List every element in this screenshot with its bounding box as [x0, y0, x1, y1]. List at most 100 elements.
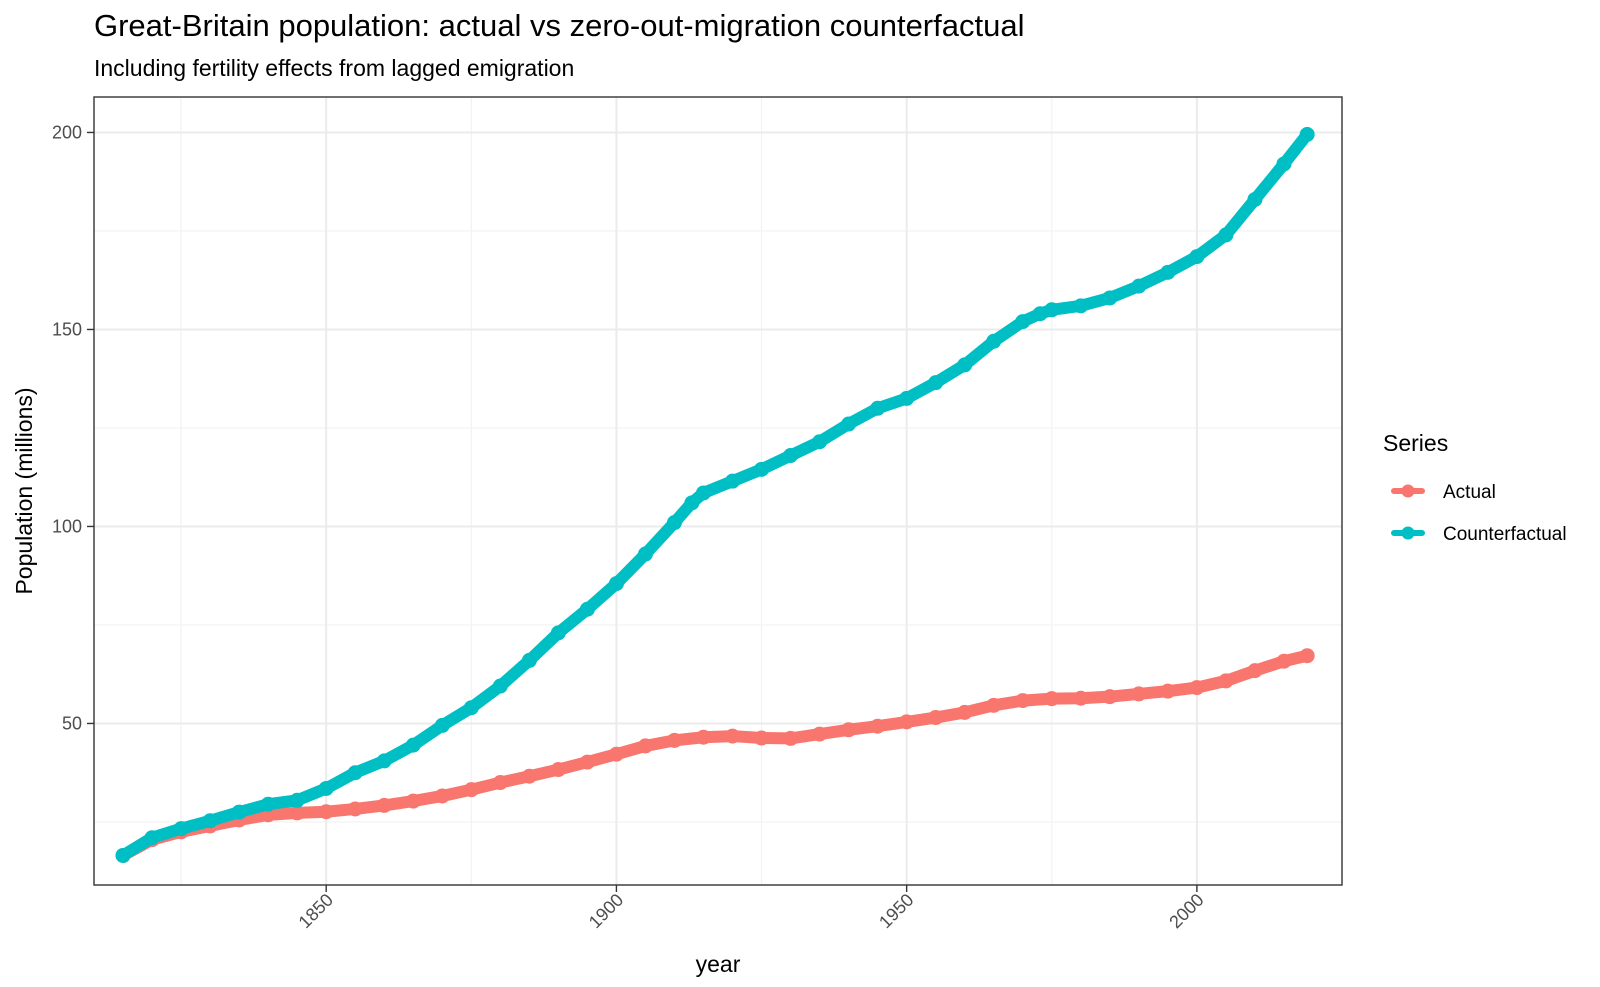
legend-item-counterfactual: Counterfactual	[1391, 524, 1567, 545]
data-point	[318, 804, 334, 820]
legend-label: Counterfactual	[1443, 524, 1567, 545]
data-point	[928, 710, 944, 726]
x-tick-label: 2000	[1165, 890, 1207, 932]
data-point	[986, 697, 1002, 713]
data-point	[376, 753, 392, 769]
data-point	[492, 678, 508, 694]
data-point	[1299, 126, 1315, 142]
data-point	[347, 801, 363, 817]
data-point	[1015, 693, 1031, 709]
data-point	[550, 762, 566, 778]
data-point	[1160, 264, 1176, 280]
x-axis-title: year	[696, 951, 741, 977]
y-tick-label: 150	[52, 319, 82, 339]
y-tick-label: 50	[62, 713, 82, 733]
data-point	[695, 485, 711, 501]
data-point	[1247, 191, 1263, 207]
data-point	[1073, 690, 1089, 706]
data-point	[666, 515, 682, 531]
legend: Series Actual Counterfactual	[1383, 430, 1567, 545]
y-tick-label: 200	[52, 122, 82, 142]
legend-title: Series	[1383, 430, 1448, 456]
y-axis: 50 100 150 200	[52, 122, 94, 733]
data-point	[899, 714, 915, 730]
data-point	[608, 576, 624, 592]
chart-title: Great-Britain population: actual vs zero…	[94, 8, 1024, 43]
data-point	[405, 793, 421, 809]
x-axis: 1850 1900 1950 2000	[295, 885, 1208, 932]
data-point	[347, 765, 363, 781]
data-point	[463, 700, 479, 716]
data-point	[463, 782, 479, 798]
data-point	[289, 805, 305, 821]
data-point	[725, 728, 741, 744]
data-point	[289, 792, 305, 808]
data-point	[608, 746, 624, 762]
data-point	[783, 448, 799, 464]
data-point	[754, 461, 770, 477]
plot-border	[93, 96, 1343, 886]
data-point	[434, 717, 450, 733]
data-point	[986, 333, 1002, 349]
y-tick-label: 100	[52, 516, 82, 536]
data-point	[550, 625, 566, 641]
data-point	[1189, 680, 1205, 696]
data-point	[521, 652, 537, 668]
y-axis-title: Population (millions)	[11, 387, 37, 594]
data-point	[812, 434, 828, 450]
data-point	[434, 788, 450, 804]
data-point	[812, 726, 828, 742]
data-point	[376, 797, 392, 813]
data-point	[521, 768, 537, 784]
data-point	[1160, 683, 1176, 699]
data-point	[1044, 691, 1060, 707]
data-point	[899, 390, 915, 406]
legend-label: Actual	[1443, 482, 1496, 503]
data-point	[666, 732, 682, 748]
data-point	[957, 704, 973, 720]
data-point	[1102, 689, 1118, 705]
data-point	[1102, 290, 1118, 306]
data-point	[1299, 648, 1315, 664]
data-point	[783, 730, 799, 746]
x-tick-label: 1850	[295, 890, 337, 932]
data-point	[1032, 306, 1048, 322]
data-point	[260, 796, 276, 812]
data-point	[841, 416, 857, 432]
data-point	[144, 830, 160, 846]
data-point	[637, 738, 653, 754]
legend-item-actual: Actual	[1391, 482, 1496, 503]
data-point	[405, 737, 421, 753]
data-point	[1218, 227, 1234, 243]
series-layer	[115, 126, 1315, 863]
data-point	[695, 729, 711, 745]
data-point	[115, 847, 131, 863]
data-point	[231, 804, 247, 820]
x-tick-label: 1900	[585, 890, 627, 932]
data-point	[725, 473, 741, 489]
data-point	[202, 813, 218, 829]
data-point	[1276, 653, 1292, 669]
data-point	[492, 775, 508, 791]
data-point	[841, 722, 857, 738]
grid-minor	[94, 97, 1342, 885]
data-point	[579, 601, 595, 617]
data-point	[870, 400, 886, 416]
data-point	[684, 495, 700, 511]
legend-key-point	[1401, 484, 1415, 498]
legend-key-point	[1401, 526, 1415, 540]
data-point	[1218, 673, 1234, 689]
data-point	[1015, 314, 1031, 330]
data-point	[1073, 298, 1089, 314]
data-point	[1247, 663, 1263, 679]
data-point	[1189, 249, 1205, 265]
data-point	[1131, 686, 1147, 702]
data-point	[318, 780, 334, 796]
data-point	[173, 821, 189, 837]
data-point	[637, 546, 653, 562]
series-counterfactual	[115, 126, 1315, 863]
data-point	[1044, 302, 1060, 318]
data-point	[928, 375, 944, 391]
chart-subtitle: Including fertility effects from lagged …	[94, 55, 574, 81]
data-point	[870, 718, 886, 734]
